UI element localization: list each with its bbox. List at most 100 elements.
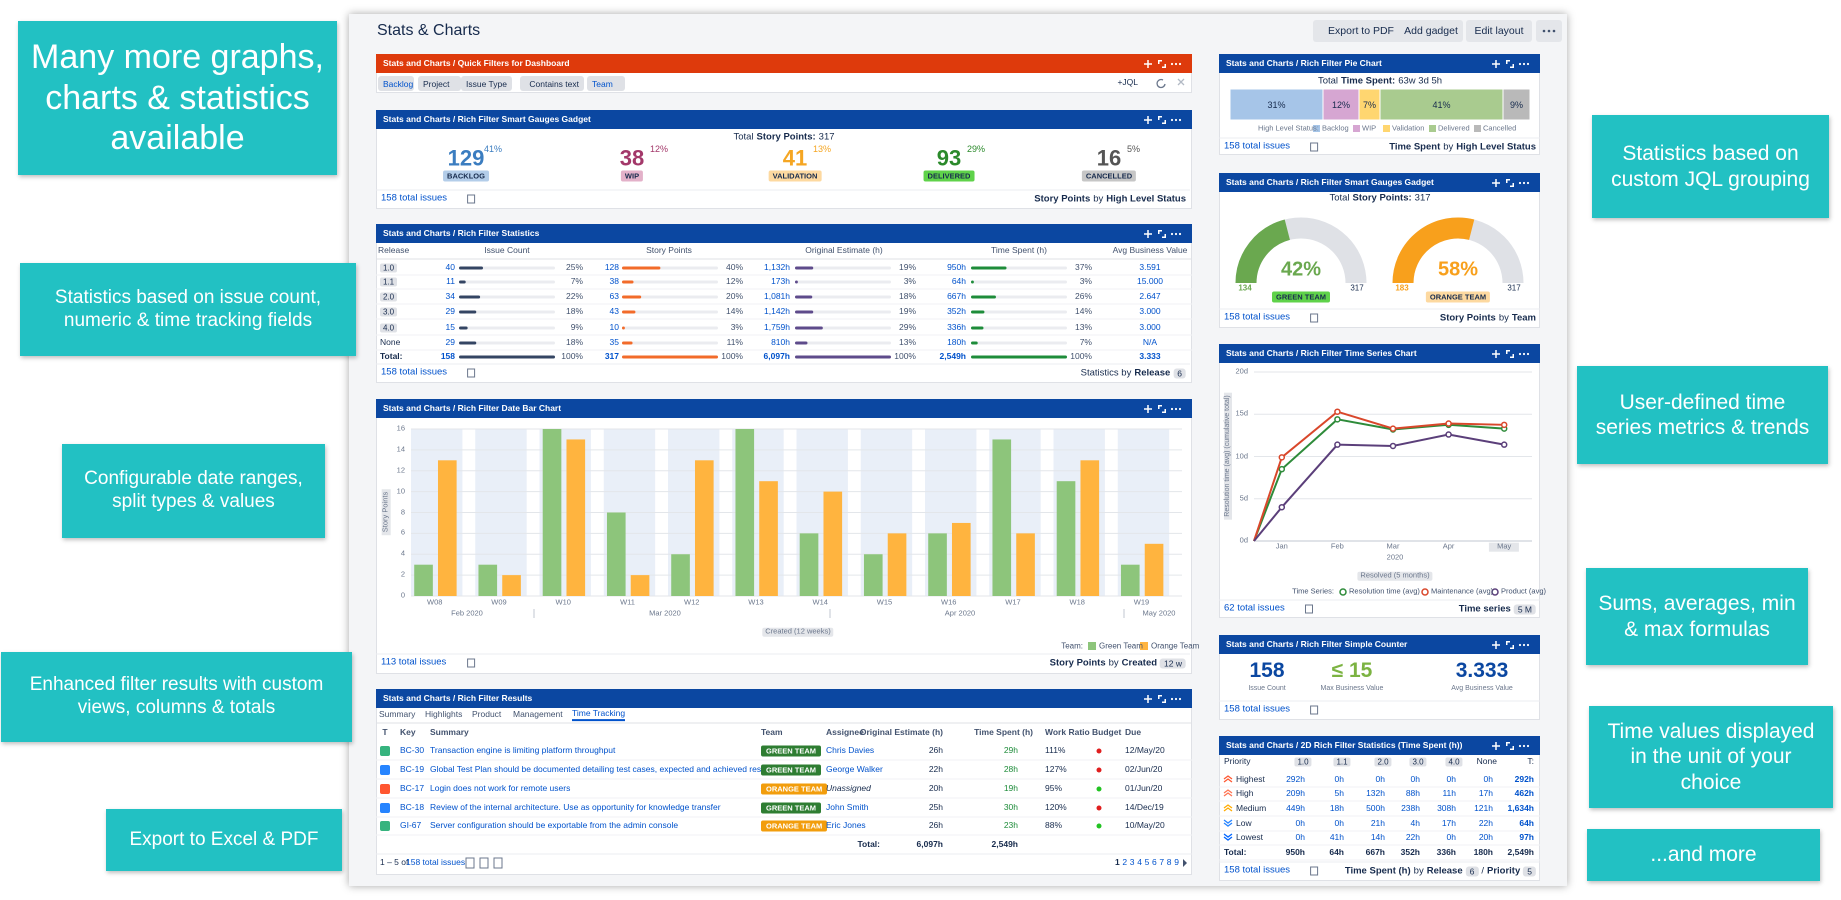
avg-value[interactable]: 3.000 [1139, 306, 1161, 317]
issue-summary[interactable]: Login does not work for remote users [430, 783, 571, 794]
priority-label: Medium [1236, 803, 1267, 814]
avg-value[interactable]: N/A [1142, 337, 1158, 348]
x-axis-title: Created (12 weeks) [762, 627, 834, 637]
stat-value[interactable]: 1,759h [764, 322, 790, 333]
avg-value[interactable]: 3.333 [1139, 351, 1161, 362]
page-link[interactable]: 9 [1174, 857, 1179, 868]
page-link[interactable]: 3 [1129, 857, 1135, 868]
stat-value[interactable]: 352h [947, 306, 966, 317]
stat-value[interactable]: 158 [440, 351, 455, 362]
total-issues-link[interactable]: 158 total issues [1224, 703, 1291, 715]
stat-value[interactable]: 173h [771, 276, 790, 287]
issue-key[interactable]: BC-30 [400, 745, 425, 756]
stat-value[interactable]: 180h [947, 337, 966, 348]
avg-value[interactable]: 15.000 [1137, 276, 1163, 287]
filter-chip[interactable]: Backlog [378, 76, 414, 91]
assignee[interactable]: John Smith [826, 802, 869, 813]
toolbar-button[interactable]: Add gadget [1399, 20, 1463, 42]
cell-value: 667h [1365, 847, 1385, 858]
avg-value[interactable]: 3.591 [1139, 262, 1161, 273]
issue-summary[interactable]: Review of the internal architecture. Use… [430, 802, 721, 813]
stat-value[interactable]: 2,549h [939, 351, 966, 362]
page-link[interactable]: 6 [1152, 857, 1157, 868]
total-part: 317 [818, 131, 835, 143]
assignee[interactable]: Chris Davies [826, 745, 875, 756]
page-link[interactable]: 7 [1159, 857, 1165, 868]
view-tab[interactable]: Time Tracking [572, 708, 626, 721]
stat-value[interactable]: 15 [445, 322, 455, 333]
page-link[interactable]: 2 [1122, 857, 1128, 868]
stat-value[interactable]: 667h [947, 291, 966, 302]
work-ratio: 88% [1045, 820, 1063, 831]
total-issues-link[interactable]: 158 total issues [1224, 140, 1291, 152]
total-issues-link[interactable]: 158 total issues [381, 366, 448, 378]
issue-key[interactable]: GI-67 [400, 820, 422, 831]
filter-chip[interactable]: Project [418, 76, 461, 91]
avg-value[interactable]: 3.000 [1139, 322, 1161, 333]
stat-percent: 25% [565, 262, 583, 273]
stat-value[interactable]: 29 [445, 337, 455, 348]
stat-value[interactable]: 336h [947, 322, 966, 333]
stat-percent: 3% [903, 276, 916, 287]
column-header: Issue Count [484, 245, 530, 256]
avg-value[interactable]: 2.647 [1139, 291, 1161, 302]
gauge-label: ORANGE TEAM [1425, 291, 1491, 303]
jql-button[interactable]: +JQL [1117, 77, 1138, 88]
view-tab[interactable]: Product [472, 709, 502, 720]
filter-chip[interactable]: Team [587, 76, 625, 91]
stat-value[interactable]: 11 [446, 276, 455, 287]
stat-percent: 40% [725, 262, 743, 273]
stat-value[interactable]: 6,097h [763, 351, 790, 362]
total-issues-link[interactable]: 158 total issues [406, 857, 466, 868]
stat-value[interactable]: 1,132h [764, 262, 790, 273]
month-label: Apr 2020 [944, 608, 976, 618]
filter-chip[interactable]: Issue Type [461, 76, 512, 91]
issue-summary[interactable]: Global Test Plan should be documented de… [430, 764, 775, 775]
stat-value[interactable]: 35 [609, 337, 619, 348]
assignee[interactable]: Eric Jones [826, 820, 866, 831]
page-link[interactable]: 4 [1137, 857, 1142, 868]
x-tick-label: May [1489, 542, 1520, 552]
filter-chip[interactable]: Contains text [520, 76, 584, 91]
total-issues-link[interactable]: 158 total issues [1224, 311, 1291, 323]
total-part: Total [1317, 75, 1339, 87]
total-issues-link[interactable]: 158 total issues [1224, 864, 1291, 876]
stat-percent: 100% [1070, 351, 1092, 362]
issue-key[interactable]: BC-18 [400, 802, 425, 813]
total-issues-link[interactable]: 62 total issues [1224, 602, 1285, 614]
stat-value[interactable]: 950h [947, 262, 966, 273]
gauge-percent: 41% [484, 143, 503, 154]
stat-percent: 37% [1074, 262, 1092, 273]
issue-summary[interactable]: Transaction engine is limiting platform … [430, 745, 616, 756]
toolbar-button[interactable]: Export to PDF [1313, 20, 1409, 42]
stat-value[interactable]: 10 [609, 322, 619, 333]
stat-value[interactable]: 1,142h [764, 306, 790, 317]
issue-summary[interactable]: Server configuration should be exportabl… [430, 820, 679, 831]
page-link[interactable]: 8 [1166, 857, 1172, 868]
view-tab[interactable]: Management [513, 709, 563, 720]
callout: Configurable date ranges, split types & … [62, 444, 325, 538]
stat-value[interactable]: 29 [445, 306, 455, 317]
stat-value[interactable]: 64h [951, 276, 966, 287]
stat-value[interactable]: 317 [604, 351, 619, 362]
stat-value[interactable]: 128 [604, 262, 619, 273]
view-tab[interactable]: Summary [379, 709, 416, 720]
y-tick-label: 20d [1235, 366, 1248, 376]
stat-value[interactable]: 810h [771, 337, 790, 348]
issue-key[interactable]: BC-19 [400, 764, 425, 775]
toolbar-button[interactable]: Edit layout [1466, 20, 1532, 42]
stat-value[interactable]: 38 [609, 276, 619, 287]
stat-value[interactable]: 63 [609, 291, 619, 302]
issue-key[interactable]: BC-17 [400, 783, 425, 794]
y-tick-label: 16 [396, 423, 405, 433]
total-issues-link[interactable]: 158 total issues [381, 192, 448, 204]
stat-value[interactable]: 40 [445, 262, 455, 273]
page-link[interactable]: 5 [1144, 857, 1150, 868]
stat-value[interactable]: 43 [609, 306, 619, 317]
total-issues-link[interactable]: 113 total issues [381, 656, 447, 668]
view-tab[interactable]: Highlights [425, 709, 463, 720]
stat-value[interactable]: 1,081h [764, 291, 790, 302]
page-link[interactable]: 1 [1115, 857, 1120, 868]
stat-value[interactable]: 34 [445, 291, 455, 302]
assignee[interactable]: George Walker [826, 764, 883, 775]
